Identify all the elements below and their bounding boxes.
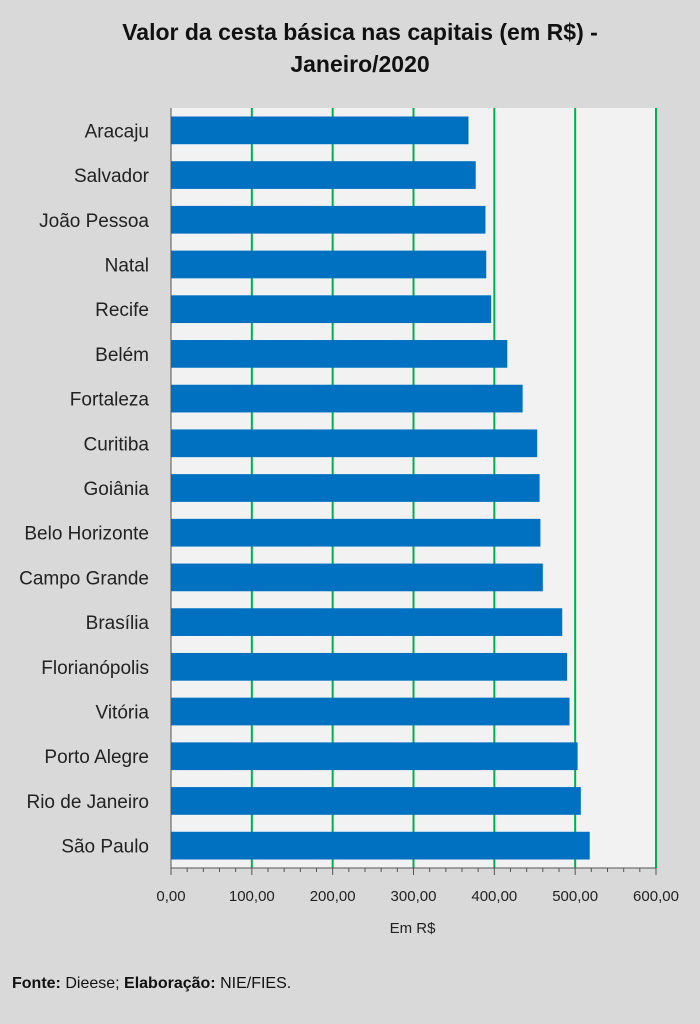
chart-title: Valor da cesta básica nas capitais (em R… [60,16,660,80]
bar [171,161,476,189]
category-label: Recife [95,300,149,321]
bar [171,563,543,592]
credit-label: Elaboração: [124,975,216,992]
category-label: João Pessoa [39,211,149,232]
footer-source: Fonte: Dieese; Elaboração: NIE/FIES. [12,975,291,993]
category-label: Florianópolis [41,658,149,679]
bar [171,518,541,547]
category-label: Campo Grande [19,568,149,589]
bar [171,205,486,234]
category-label: Curitiba [84,434,150,455]
source-value: Dieese; [65,975,120,992]
category-label: Brasília [86,613,150,634]
category-label: Belo Horizonte [24,524,149,545]
x-tick-label: 200,00 [310,888,356,905]
bar [171,831,590,860]
category-label: São Paulo [61,837,149,858]
bar [171,742,578,771]
bar [171,652,568,681]
bar [171,787,581,815]
bar [171,474,540,502]
credit-value: NIE/FIES. [220,975,292,992]
chart-title-line-1: Valor da cesta básica nas capitais (em R… [122,19,598,45]
bar [171,250,487,279]
bar [171,429,538,458]
category-label: Porto Alegre [44,747,149,768]
bar [171,384,523,413]
x-axis-title: Em R$ [390,920,437,937]
x-tick-label: 300,00 [391,888,437,905]
x-tick-label: 400,00 [471,888,517,905]
category-label: Natal [105,255,149,276]
bar-chart: Aracaju Salvador João Pessoa Natal Recife Bel… [19,108,679,937]
category-label: Goiânia [84,479,150,500]
chart-title-line-2: Janeiro/2020 [290,51,430,77]
category-label: Vitória [95,703,149,724]
category-label: Belém [95,345,149,366]
category-label: Salvador [74,166,150,187]
category-label: Fortaleza [70,390,150,411]
source-label: Fonte: [12,975,61,992]
bar [171,697,570,726]
bar [171,295,492,324]
bar [171,340,508,368]
bar [171,116,469,145]
x-tick-label: 100,00 [229,888,275,905]
category-label: Rio de Janeiro [26,792,149,813]
category-label: Aracaju [85,121,149,142]
bar [171,608,563,636]
x-tick-label: 500,00 [552,888,598,905]
x-tick-label: 600,00 [633,888,679,905]
x-tick-label: 0,00 [156,888,185,905]
plot-area: Aracaju Salvador João Pessoa Natal Recife Bel… [19,108,679,937]
